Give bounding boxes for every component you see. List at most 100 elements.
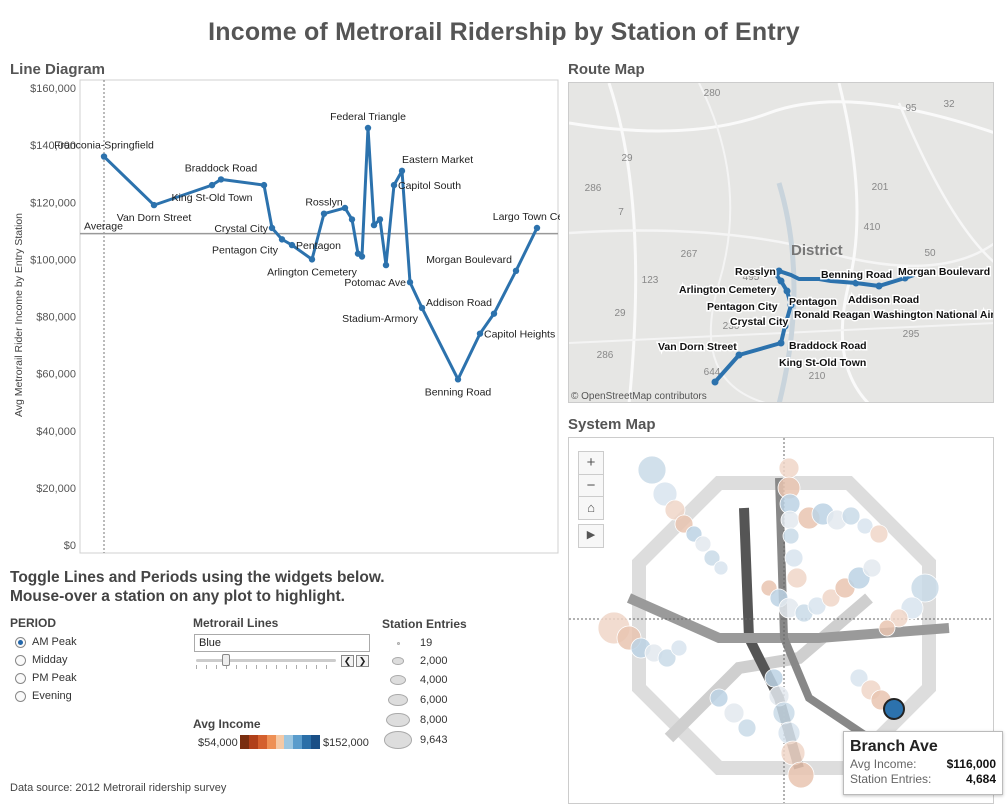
radio-icon[interactable] xyxy=(15,654,26,666)
station-point[interactable] xyxy=(398,167,406,175)
station-bubble[interactable] xyxy=(784,548,804,568)
y-tick-label: $80,000 xyxy=(36,312,76,324)
station-bubble[interactable] xyxy=(807,596,827,616)
station-bubble[interactable] xyxy=(777,721,801,745)
station-bubble[interactable] xyxy=(849,668,869,688)
home-icon[interactable]: ⌂ xyxy=(578,496,604,520)
station-point[interactable] xyxy=(390,181,398,189)
route-map[interactable]: 280 29 286 7 267 123 29 286 644 236 495 … xyxy=(568,82,994,403)
station-point[interactable] xyxy=(308,256,316,263)
period-option-evening[interactable]: Evening xyxy=(15,690,72,702)
prev-line-button[interactable]: ❮ xyxy=(341,655,354,667)
series-points[interactable] xyxy=(100,124,541,383)
station-label: Eastern Market xyxy=(402,154,473,166)
radio-checked-icon[interactable] xyxy=(15,636,26,648)
station-point[interactable] xyxy=(454,376,462,383)
station-bubble[interactable] xyxy=(780,510,800,530)
station-point[interactable] xyxy=(418,304,426,312)
station-label: Addison Road xyxy=(426,297,492,309)
station-point[interactable] xyxy=(376,216,384,223)
station-bubble[interactable] xyxy=(910,573,940,603)
station-point[interactable] xyxy=(348,216,356,223)
station-point[interactable] xyxy=(490,310,498,317)
station-point[interactable] xyxy=(268,224,276,232)
lines-slider-track[interactable] xyxy=(196,659,336,662)
zoom-in-button[interactable]: + xyxy=(578,451,604,475)
radio-icon[interactable] xyxy=(15,690,26,702)
station-point[interactable] xyxy=(100,153,108,160)
station-bubble[interactable] xyxy=(694,535,712,553)
station-point[interactable] xyxy=(406,279,414,286)
instructions-line-1: Toggle Lines and Periods using the widge… xyxy=(10,569,385,586)
next-line-button[interactable]: ❯ xyxy=(356,655,369,667)
station-bubble[interactable] xyxy=(856,517,874,535)
station-bubble[interactable] xyxy=(786,567,808,589)
station-bubble[interactable] xyxy=(703,549,721,567)
station-bubble[interactable] xyxy=(878,619,896,637)
station-bubble[interactable] xyxy=(652,481,678,507)
radio-icon[interactable] xyxy=(15,672,26,684)
station-point[interactable] xyxy=(278,236,286,243)
period-option-midday[interactable]: Midday xyxy=(15,654,67,666)
station-point[interactable] xyxy=(217,176,225,183)
route-station-dots[interactable] xyxy=(711,267,909,386)
station-label: Potomac Ave xyxy=(344,277,406,289)
zoom-out-button[interactable]: − xyxy=(578,474,604,498)
play-icon[interactable]: ▶ xyxy=(578,524,604,548)
y-axis: $0 $20,000 $40,000 $60,000 $80,000 $100,000 $1… xyxy=(30,83,76,552)
metrorail-lines-select[interactable]: Blue xyxy=(194,634,370,652)
station-bubble[interactable] xyxy=(821,588,841,608)
highlighted-station[interactable] xyxy=(883,698,905,720)
station-bubble[interactable] xyxy=(782,527,800,545)
station-point[interactable] xyxy=(382,261,390,269)
station-point[interactable] xyxy=(364,124,372,132)
station-bubble[interactable] xyxy=(787,761,815,789)
station-bubble[interactable] xyxy=(780,740,806,766)
station-bubble[interactable] xyxy=(841,506,861,526)
station-bubble[interactable] xyxy=(778,457,800,479)
station-bubble[interactable] xyxy=(637,455,667,485)
period-option-pm-peak[interactable]: PM Peak xyxy=(15,672,77,684)
station-point[interactable] xyxy=(150,201,158,209)
income-color-swatch xyxy=(248,735,258,749)
size-legend-circle xyxy=(388,693,408,707)
station-bubble[interactable] xyxy=(869,524,889,544)
lines-slider-handle[interactable] xyxy=(222,654,230,666)
station-point[interactable] xyxy=(320,210,328,217)
station-bubble[interactable] xyxy=(670,639,688,657)
size-legend-circle xyxy=(396,641,400,645)
station-point[interactable] xyxy=(512,267,520,274)
station-point[interactable] xyxy=(370,221,378,229)
station-point[interactable] xyxy=(358,253,366,260)
route-map-canvas[interactable]: 280 29 286 7 267 123 29 286 644 236 495 … xyxy=(569,83,994,403)
road xyxy=(607,83,638,402)
route-label-addison-road: Addison Road xyxy=(848,294,919,306)
period-option-am-peak[interactable]: AM Peak xyxy=(15,636,77,648)
station-bubble[interactable] xyxy=(657,648,677,668)
station-point[interactable] xyxy=(476,330,484,337)
station-tooltip: Branch Ave Avg Income: $116,000 Station … xyxy=(843,731,1003,795)
station-point[interactable] xyxy=(288,241,296,249)
station-bubble[interactable] xyxy=(889,608,909,628)
size-legend-circle xyxy=(386,712,410,728)
line-diagram-chart[interactable]: $0 $20,000 $40,000 $60,000 $80,000 $100,000 $1… xyxy=(0,0,560,560)
map-attribution[interactable]: © OpenStreetMap contributors xyxy=(571,391,707,402)
station-bubble[interactable] xyxy=(723,702,745,724)
station-bubble[interactable] xyxy=(709,688,729,708)
y-tick-label: $20,000 xyxy=(36,483,76,495)
station-point[interactable] xyxy=(341,204,349,212)
station-label: Rosslyn xyxy=(305,197,343,209)
avg-income-title: Avg Income xyxy=(193,717,261,731)
station-bubble[interactable] xyxy=(737,718,757,738)
system-map-canvas[interactable] xyxy=(569,438,994,804)
station-point[interactable] xyxy=(260,181,268,189)
station-bubble[interactable] xyxy=(764,668,784,688)
station-bubble[interactable] xyxy=(862,558,882,578)
station-bubbles[interactable] xyxy=(597,455,940,789)
station-point[interactable] xyxy=(208,181,216,189)
station-bubble[interactable] xyxy=(664,499,686,521)
station-bubble[interactable] xyxy=(713,560,729,576)
station-bubble[interactable] xyxy=(772,701,796,725)
avg-income-max: $152,000 xyxy=(323,737,369,749)
station-point[interactable] xyxy=(533,224,541,232)
